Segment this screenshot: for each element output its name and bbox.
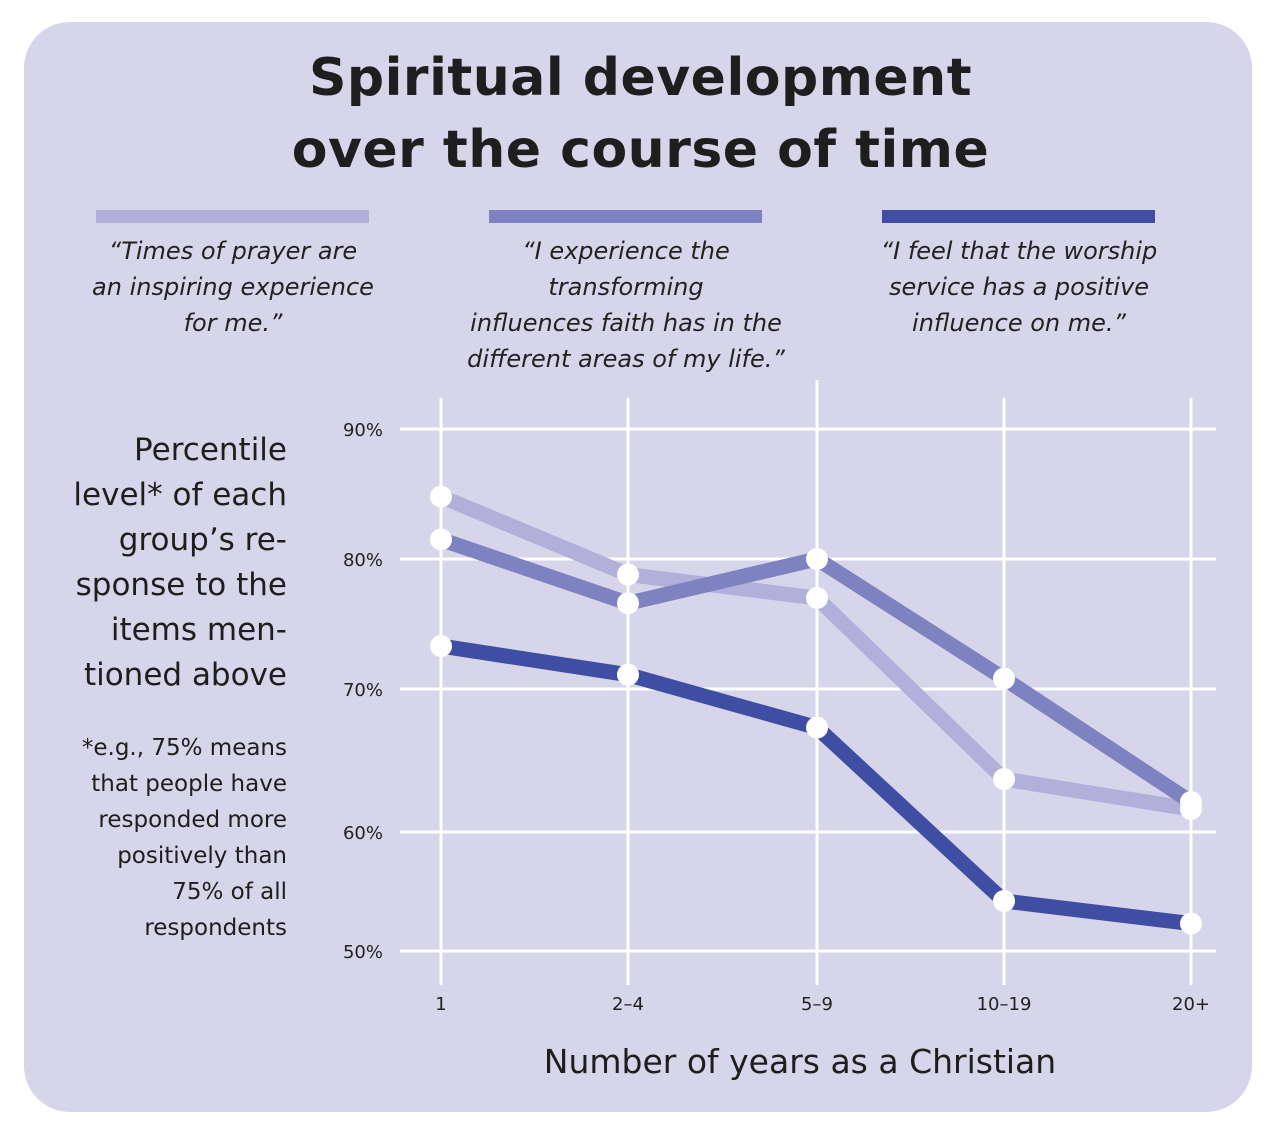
legend-item-transforming: “I experience the transforming influence… bbox=[467, 210, 785, 377]
data-point-series-3 bbox=[617, 663, 639, 686]
footnote-line: respondents bbox=[144, 915, 287, 941]
data-point-series-3 bbox=[430, 635, 452, 658]
data-point-series-1 bbox=[806, 587, 828, 609]
data-point-series-3 bbox=[1180, 912, 1202, 935]
legend-line: different areas of my life.” bbox=[467, 345, 785, 373]
y-label-line: level* of each bbox=[73, 477, 287, 513]
data-point-series-1 bbox=[617, 563, 639, 586]
x-tick-label: 1 bbox=[435, 994, 446, 1015]
x-tick-label: 2–4 bbox=[612, 994, 644, 1015]
legend-label: “I experience the transforming influence… bbox=[461, 233, 791, 377]
footnote-line: that people have bbox=[91, 771, 287, 797]
y-label-line: group’s re- bbox=[118, 522, 287, 558]
legend-line: an inspiring experience bbox=[92, 273, 374, 301]
x-tick-label: 5–9 bbox=[801, 994, 833, 1015]
chart-title: Spiritual development over the course of… bbox=[0, 42, 1281, 186]
y-label-line: sponse to the bbox=[75, 567, 287, 603]
y-tick-label: 90% bbox=[343, 420, 383, 441]
y-axis-label: Percentile level* of each group’s re- sp… bbox=[27, 428, 287, 698]
data-point-series-2 bbox=[1180, 791, 1202, 813]
legend-label: “I feel that the worship service has a p… bbox=[854, 233, 1184, 341]
legend-line: influence on me.” bbox=[912, 309, 1126, 337]
x-tick-label: 20+ bbox=[1172, 994, 1210, 1015]
data-point-series-1 bbox=[430, 485, 452, 508]
data-point-series-1 bbox=[993, 768, 1015, 791]
legend-label: “Times of prayer are an inspiring experi… bbox=[68, 233, 398, 341]
data-point-series-3 bbox=[993, 890, 1015, 912]
legend-item-worship: “I feel that the worship service has a p… bbox=[881, 210, 1157, 341]
title-line-2: over the course of time bbox=[291, 120, 990, 180]
y-label-line: tioned above bbox=[83, 657, 287, 693]
y-tick-label: 70% bbox=[343, 680, 383, 701]
legend-line: “I feel that the worship bbox=[880, 237, 1158, 265]
legend-swatch bbox=[882, 210, 1155, 223]
y-tick-label: 60% bbox=[343, 823, 383, 844]
legend-swatch bbox=[489, 210, 762, 223]
footnote-line: 75% of all bbox=[172, 879, 287, 905]
y-tick-label: 50% bbox=[343, 942, 383, 963]
data-point-series-2 bbox=[430, 528, 452, 551]
title-line-1: Spiritual development bbox=[308, 48, 973, 108]
x-tick-label: 10–19 bbox=[977, 994, 1032, 1015]
footnote-line: *e.g., 75% means bbox=[81, 735, 287, 761]
footnote-line: positively than bbox=[117, 843, 287, 869]
legend-line: service has a positive bbox=[888, 273, 1150, 301]
data-point-series-2 bbox=[806, 548, 828, 570]
legend-item-prayer: “Times of prayer are an inspiring experi… bbox=[92, 210, 374, 341]
legend-swatch bbox=[96, 210, 369, 223]
y-label-line: items men- bbox=[110, 612, 287, 648]
legend-line: “Times of prayer are bbox=[108, 237, 358, 265]
chart-panel bbox=[24, 22, 1252, 1112]
legend-line: influences faith has in the bbox=[470, 309, 782, 337]
footnote: *e.g., 75% means that people have respon… bbox=[27, 730, 287, 946]
data-point-series-2 bbox=[993, 667, 1015, 690]
y-tick-label: 80% bbox=[343, 550, 383, 571]
x-axis-label: Number of years as a Christian bbox=[543, 1042, 1057, 1081]
data-point-series-3 bbox=[806, 716, 828, 739]
data-point-series-2 bbox=[617, 592, 639, 615]
legend-line: for me.” bbox=[183, 309, 283, 337]
footnote-line: responded more bbox=[98, 807, 287, 833]
legend-line: “I experience the transforming bbox=[522, 237, 730, 301]
y-label-line: Percentile bbox=[134, 432, 287, 468]
